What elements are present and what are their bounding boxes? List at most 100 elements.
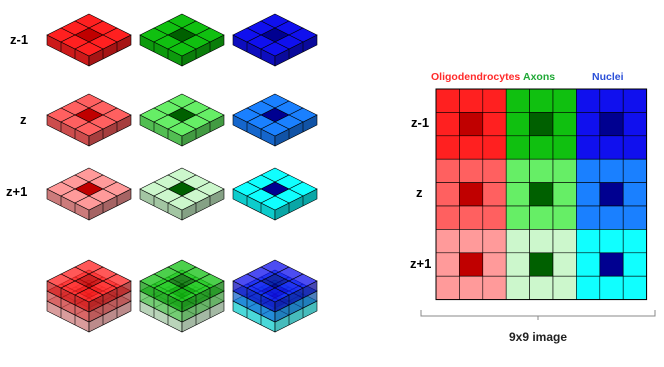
block-green-z-1	[139, 13, 225, 67]
block-red-z	[46, 93, 132, 147]
grid-cell	[435, 88, 460, 113]
grid-cell	[552, 182, 577, 207]
grid-cell	[599, 158, 624, 183]
grid-cell	[576, 229, 601, 254]
grid-cell	[622, 275, 647, 300]
grid-cell	[505, 88, 530, 113]
grid-cell	[459, 229, 484, 254]
block-blue-z	[232, 93, 318, 147]
grid-cell	[529, 158, 554, 183]
grid-cell	[622, 229, 647, 254]
grid-cell	[459, 205, 484, 230]
grid-cell	[576, 135, 601, 160]
block-cell	[260, 195, 290, 211]
grid-cell	[622, 205, 647, 230]
grid-cell	[599, 205, 624, 230]
grid-cell	[482, 88, 507, 113]
grid-cell	[505, 275, 530, 300]
row-label-z: z	[20, 112, 27, 127]
grid-cell	[529, 229, 554, 254]
block-cell	[74, 195, 104, 211]
grid-cell	[529, 112, 554, 137]
grid-cell	[576, 112, 601, 137]
grid-cell	[529, 182, 554, 207]
grid-cell	[482, 275, 507, 300]
grid-cell	[622, 112, 647, 137]
stacked-blocks	[46, 259, 318, 333]
grid-cell	[435, 112, 460, 137]
grid-cell	[482, 252, 507, 277]
stack-red	[46, 259, 132, 333]
grid-cell	[552, 275, 577, 300]
grid-cell	[529, 275, 554, 300]
grid-cell	[576, 182, 601, 207]
grid-cell	[622, 158, 647, 183]
grid-cell	[435, 275, 460, 300]
block-cell	[167, 41, 197, 57]
stack-blue	[232, 259, 318, 333]
grid-cell	[435, 205, 460, 230]
grid-cell	[529, 135, 554, 160]
block-cell	[74, 121, 104, 137]
grid-cell	[459, 112, 484, 137]
grid-cell	[599, 252, 624, 277]
grid-cell	[459, 182, 484, 207]
block-blue-z-1	[232, 13, 318, 67]
grid-cell	[552, 88, 577, 113]
grid-cell	[622, 182, 647, 207]
grid-cell	[552, 252, 577, 277]
block-cell	[167, 287, 197, 303]
grid-cell	[599, 135, 624, 160]
grid-cell	[505, 182, 530, 207]
grid-cell	[435, 229, 460, 254]
column-title-nuclei: Nuclei	[592, 71, 624, 83]
grid-cell	[482, 205, 507, 230]
grid-cell	[459, 88, 484, 113]
row-label-z-minus-1: z-1	[10, 32, 28, 47]
block-cell	[260, 287, 290, 303]
grid-row-label-z-plus-1: z+1	[410, 256, 431, 271]
block-green-z	[139, 93, 225, 147]
stack-green	[139, 259, 225, 333]
grid-cell	[529, 88, 554, 113]
block-green-z+1	[139, 167, 225, 221]
grid-cell	[482, 158, 507, 183]
block-cell	[167, 195, 197, 211]
block-cell	[167, 121, 197, 137]
column-title-axons: Axons	[523, 71, 555, 83]
block-cell	[260, 121, 290, 137]
grid-cell	[505, 158, 530, 183]
grid-cell	[552, 158, 577, 183]
grid-cell	[552, 229, 577, 254]
grid-cell	[505, 112, 530, 137]
grid-cell	[552, 112, 577, 137]
block-cell	[74, 41, 104, 57]
grid-cell	[576, 275, 601, 300]
grid-cell	[576, 88, 601, 113]
grid-cell	[599, 88, 624, 113]
grid-cell	[552, 135, 577, 160]
grid-cell	[599, 229, 624, 254]
grid-cell	[459, 252, 484, 277]
grid-row-label-z-minus-1: z-1	[411, 115, 429, 130]
grid-row-label-z: z	[416, 185, 423, 200]
grid-cell	[505, 252, 530, 277]
grid-cell	[529, 205, 554, 230]
grid-cell	[622, 135, 647, 160]
grid-cell	[435, 135, 460, 160]
grid-cell	[505, 205, 530, 230]
grid-cell	[576, 252, 601, 277]
grid-cell	[599, 275, 624, 300]
grid-cell	[505, 135, 530, 160]
grid-caption: 9x9 image	[509, 330, 567, 344]
grid-cell	[435, 252, 460, 277]
grid-cell	[435, 158, 460, 183]
grid-cell	[576, 158, 601, 183]
grid-cell	[529, 252, 554, 277]
block-cell	[260, 41, 290, 57]
isometric-blocks	[46, 13, 318, 221]
grid-border	[435, 88, 648, 301]
block-cell	[74, 287, 104, 303]
grid-cell	[505, 229, 530, 254]
